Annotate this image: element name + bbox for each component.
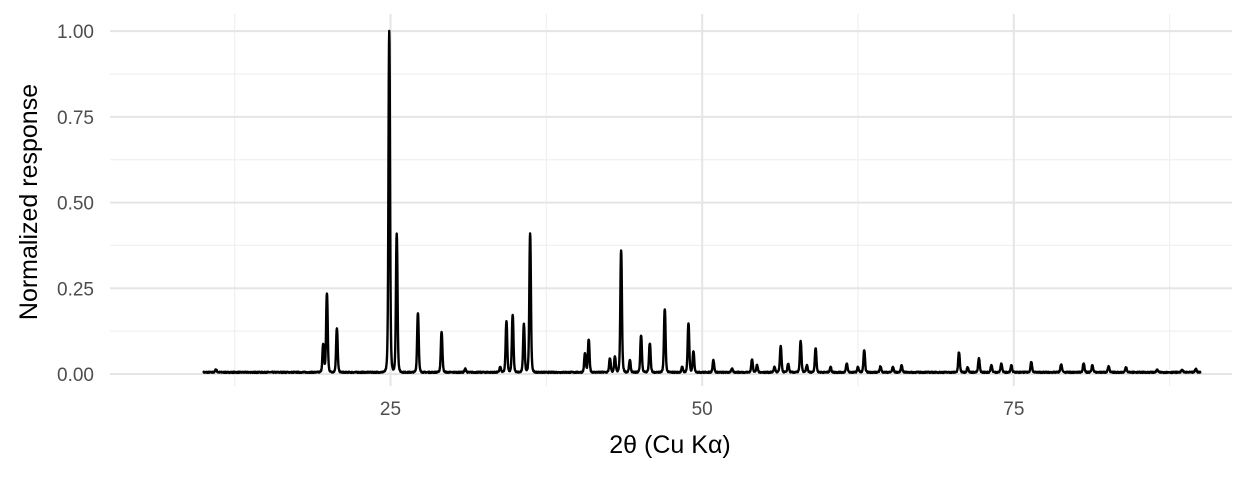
y-axis-title: Normalized response	[15, 84, 43, 320]
grid	[110, 14, 1232, 386]
series-layer	[202, 29, 1202, 375]
y-tick-label: 0.25	[57, 279, 94, 300]
y-tick-label: 0.75	[57, 108, 94, 129]
x-axis-title: 2θ (Cu Kα)	[609, 431, 730, 459]
y-tick-labels: 0.00 0.25 0.50 0.75 1.00	[57, 22, 94, 386]
x-tick-label: 75	[1003, 399, 1024, 420]
y-tick-label: 1.00	[57, 22, 94, 43]
x-tick-label: 25	[380, 399, 401, 420]
y-tick-label: 0.50	[57, 194, 94, 215]
x-tick-label: 50	[692, 399, 713, 420]
y-tick-label: 0.00	[57, 365, 94, 386]
xrd-pattern-line	[202, 29, 1202, 375]
x-tick-labels: 25 50 75	[380, 399, 1024, 420]
